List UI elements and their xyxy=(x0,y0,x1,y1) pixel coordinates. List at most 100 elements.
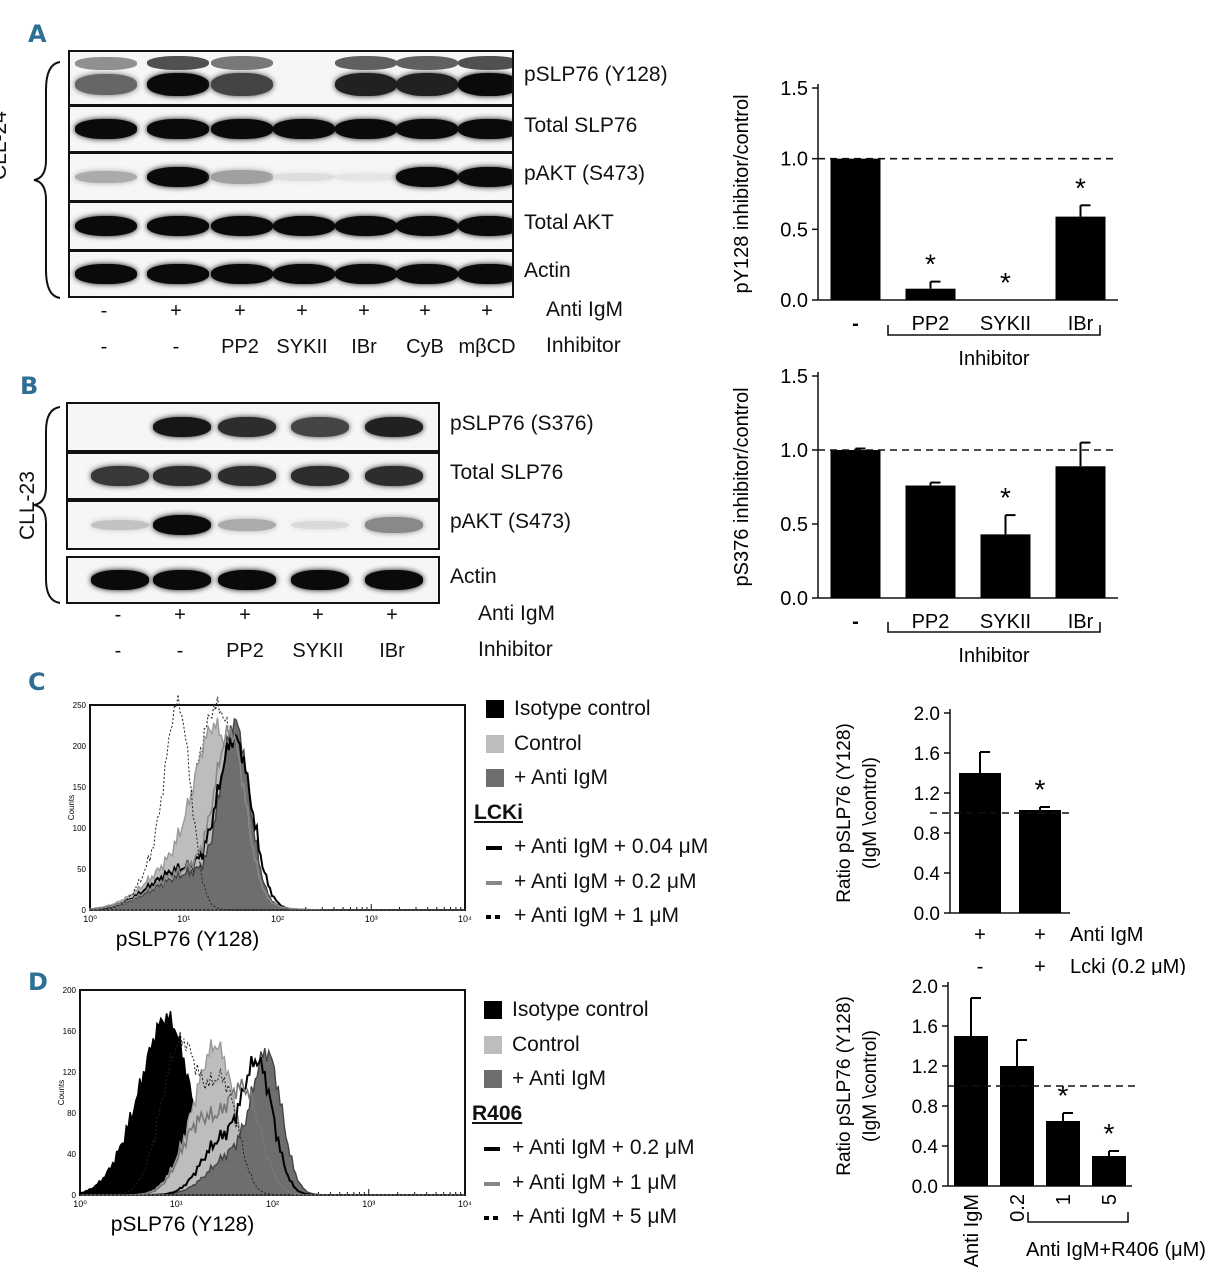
lane-inhibitor: IBr xyxy=(351,336,377,358)
y-tick-label: 1.5 xyxy=(780,78,808,100)
x-tick-label: 10⁰ xyxy=(83,914,97,924)
blot-band xyxy=(291,570,349,590)
row-label: Anti IgM xyxy=(1070,924,1143,946)
histogram-curve xyxy=(89,695,465,911)
blot-band xyxy=(365,570,423,590)
bar xyxy=(905,288,956,300)
blot-label: pAKT (S473) xyxy=(450,510,572,533)
lane-anti-igm: + xyxy=(234,300,246,322)
legend-label: Control xyxy=(514,731,582,755)
panel-letter-c: C xyxy=(28,668,46,696)
blot-band xyxy=(365,517,423,533)
blot-band xyxy=(91,466,149,486)
blot-band xyxy=(273,173,335,181)
legend-heading: LCKi xyxy=(474,800,523,824)
legend-swatch xyxy=(486,769,504,787)
significance-star: * xyxy=(925,249,936,280)
blot-band xyxy=(335,215,397,237)
category-label-row2: + xyxy=(1034,956,1046,975)
bar xyxy=(830,158,881,300)
y-tick-label: 0.0 xyxy=(914,904,940,925)
row-anti-igm-label: Anti IgM xyxy=(546,298,624,321)
blot-band xyxy=(75,215,137,237)
blot-row xyxy=(68,50,514,106)
blot-row xyxy=(68,105,514,153)
blot-band xyxy=(365,466,423,486)
blot-row xyxy=(68,250,514,298)
y-tick-label: 160 xyxy=(63,1027,77,1036)
significance-star: * xyxy=(1000,482,1011,513)
category-label: 1 xyxy=(1053,1194,1075,1205)
panel-letter-d: D xyxy=(28,968,48,996)
legend-swatch xyxy=(486,734,504,753)
legend-label: + Anti IgM + 1 μM xyxy=(514,904,680,927)
blot-band xyxy=(291,466,349,486)
lane-inhibitor: CyB xyxy=(406,336,444,358)
y-tick-label: 80 xyxy=(67,1109,76,1118)
group-bracket xyxy=(1027,1212,1129,1223)
bar-chart-b: 0.0 0.5 1.0 1.5 - PP2 * SYKII IBr pS376 inhibitor… xyxy=(731,366,1118,667)
y-axis-label: Ratio pSLP76 (Y128) xyxy=(834,996,855,1176)
x-tick-label: 10⁴ xyxy=(458,1199,472,1209)
legend-swatch xyxy=(484,1070,502,1088)
blot-band xyxy=(153,514,211,536)
bar-chart-c: 0.0 0.4 0.8 1.2 1.6 2.0 + - * + + Ratio pSLP76 (Y12… xyxy=(834,704,1186,975)
y-tick-label: 40 xyxy=(67,1150,76,1159)
blot-label: Actin xyxy=(524,259,571,282)
y-tick-label: 100 xyxy=(73,824,87,833)
y-axis-label-2: (IgM \control) xyxy=(860,1030,881,1142)
category-label: PP2 xyxy=(912,611,950,633)
blot-row xyxy=(66,452,440,500)
legend-label: Isotype control xyxy=(512,998,649,1021)
blot-band xyxy=(218,518,276,532)
blot-row xyxy=(68,201,514,251)
blot-band xyxy=(335,119,397,139)
y-tick-label: 50 xyxy=(77,865,86,874)
legend-label: + Anti IgM + 0.04 μM xyxy=(514,835,709,858)
legend-dash xyxy=(495,915,500,919)
blot-row xyxy=(66,500,440,550)
blot-band xyxy=(396,264,458,284)
group-bracket xyxy=(887,325,1101,336)
cll23-brace xyxy=(33,406,61,604)
blot-band xyxy=(211,56,273,71)
y-tick-label: 0.0 xyxy=(780,588,808,610)
lane-anti-igm: - xyxy=(100,300,108,322)
blot-band xyxy=(218,416,276,438)
category-label: PP2 xyxy=(912,313,950,335)
blot-band xyxy=(147,215,209,237)
blot-label: pSLP76 (S376) xyxy=(450,412,594,435)
legend-swatch xyxy=(484,1001,502,1019)
blot-band xyxy=(75,170,137,184)
blot-band xyxy=(147,166,209,188)
y-tick-label: 0.0 xyxy=(912,1177,938,1198)
legend-line xyxy=(486,846,502,850)
y-tick-label: 120 xyxy=(63,1068,77,1077)
blot-band xyxy=(75,73,137,95)
significance-star: * xyxy=(1104,1118,1115,1149)
y-tick-label: 2.0 xyxy=(912,977,938,998)
row-inhibitor-label: Inhibitor xyxy=(546,334,621,357)
y-axis-label: Counts xyxy=(67,795,76,820)
y-axis-label: Ratio pSLP76 (Y128) xyxy=(834,723,855,903)
category-label: IBr xyxy=(1068,611,1094,633)
blot-band xyxy=(273,215,335,237)
y-tick-label: 2.0 xyxy=(914,704,940,725)
blot-band xyxy=(291,416,349,438)
lane-inhibitor: - xyxy=(114,640,122,662)
y-axis-label-2: (IgM \control) xyxy=(860,757,881,869)
blot-band xyxy=(211,264,273,284)
lane-inhibitor: - xyxy=(100,336,108,358)
bar xyxy=(1000,1066,1034,1186)
lane-inhibitor: IBr xyxy=(379,640,405,662)
blot-band xyxy=(211,170,273,184)
blot-band xyxy=(458,264,512,284)
blot-band xyxy=(291,520,349,530)
blot-label: pAKT (S473) xyxy=(524,162,646,185)
row-anti-igm-label: Anti IgM xyxy=(478,602,556,625)
legend-swatch xyxy=(486,700,504,718)
y-tick-label: 0 xyxy=(82,906,87,915)
category-label: 0.2 xyxy=(1007,1194,1029,1222)
y-tick-label: 1.0 xyxy=(780,440,808,462)
blot-label: Actin xyxy=(450,565,497,588)
